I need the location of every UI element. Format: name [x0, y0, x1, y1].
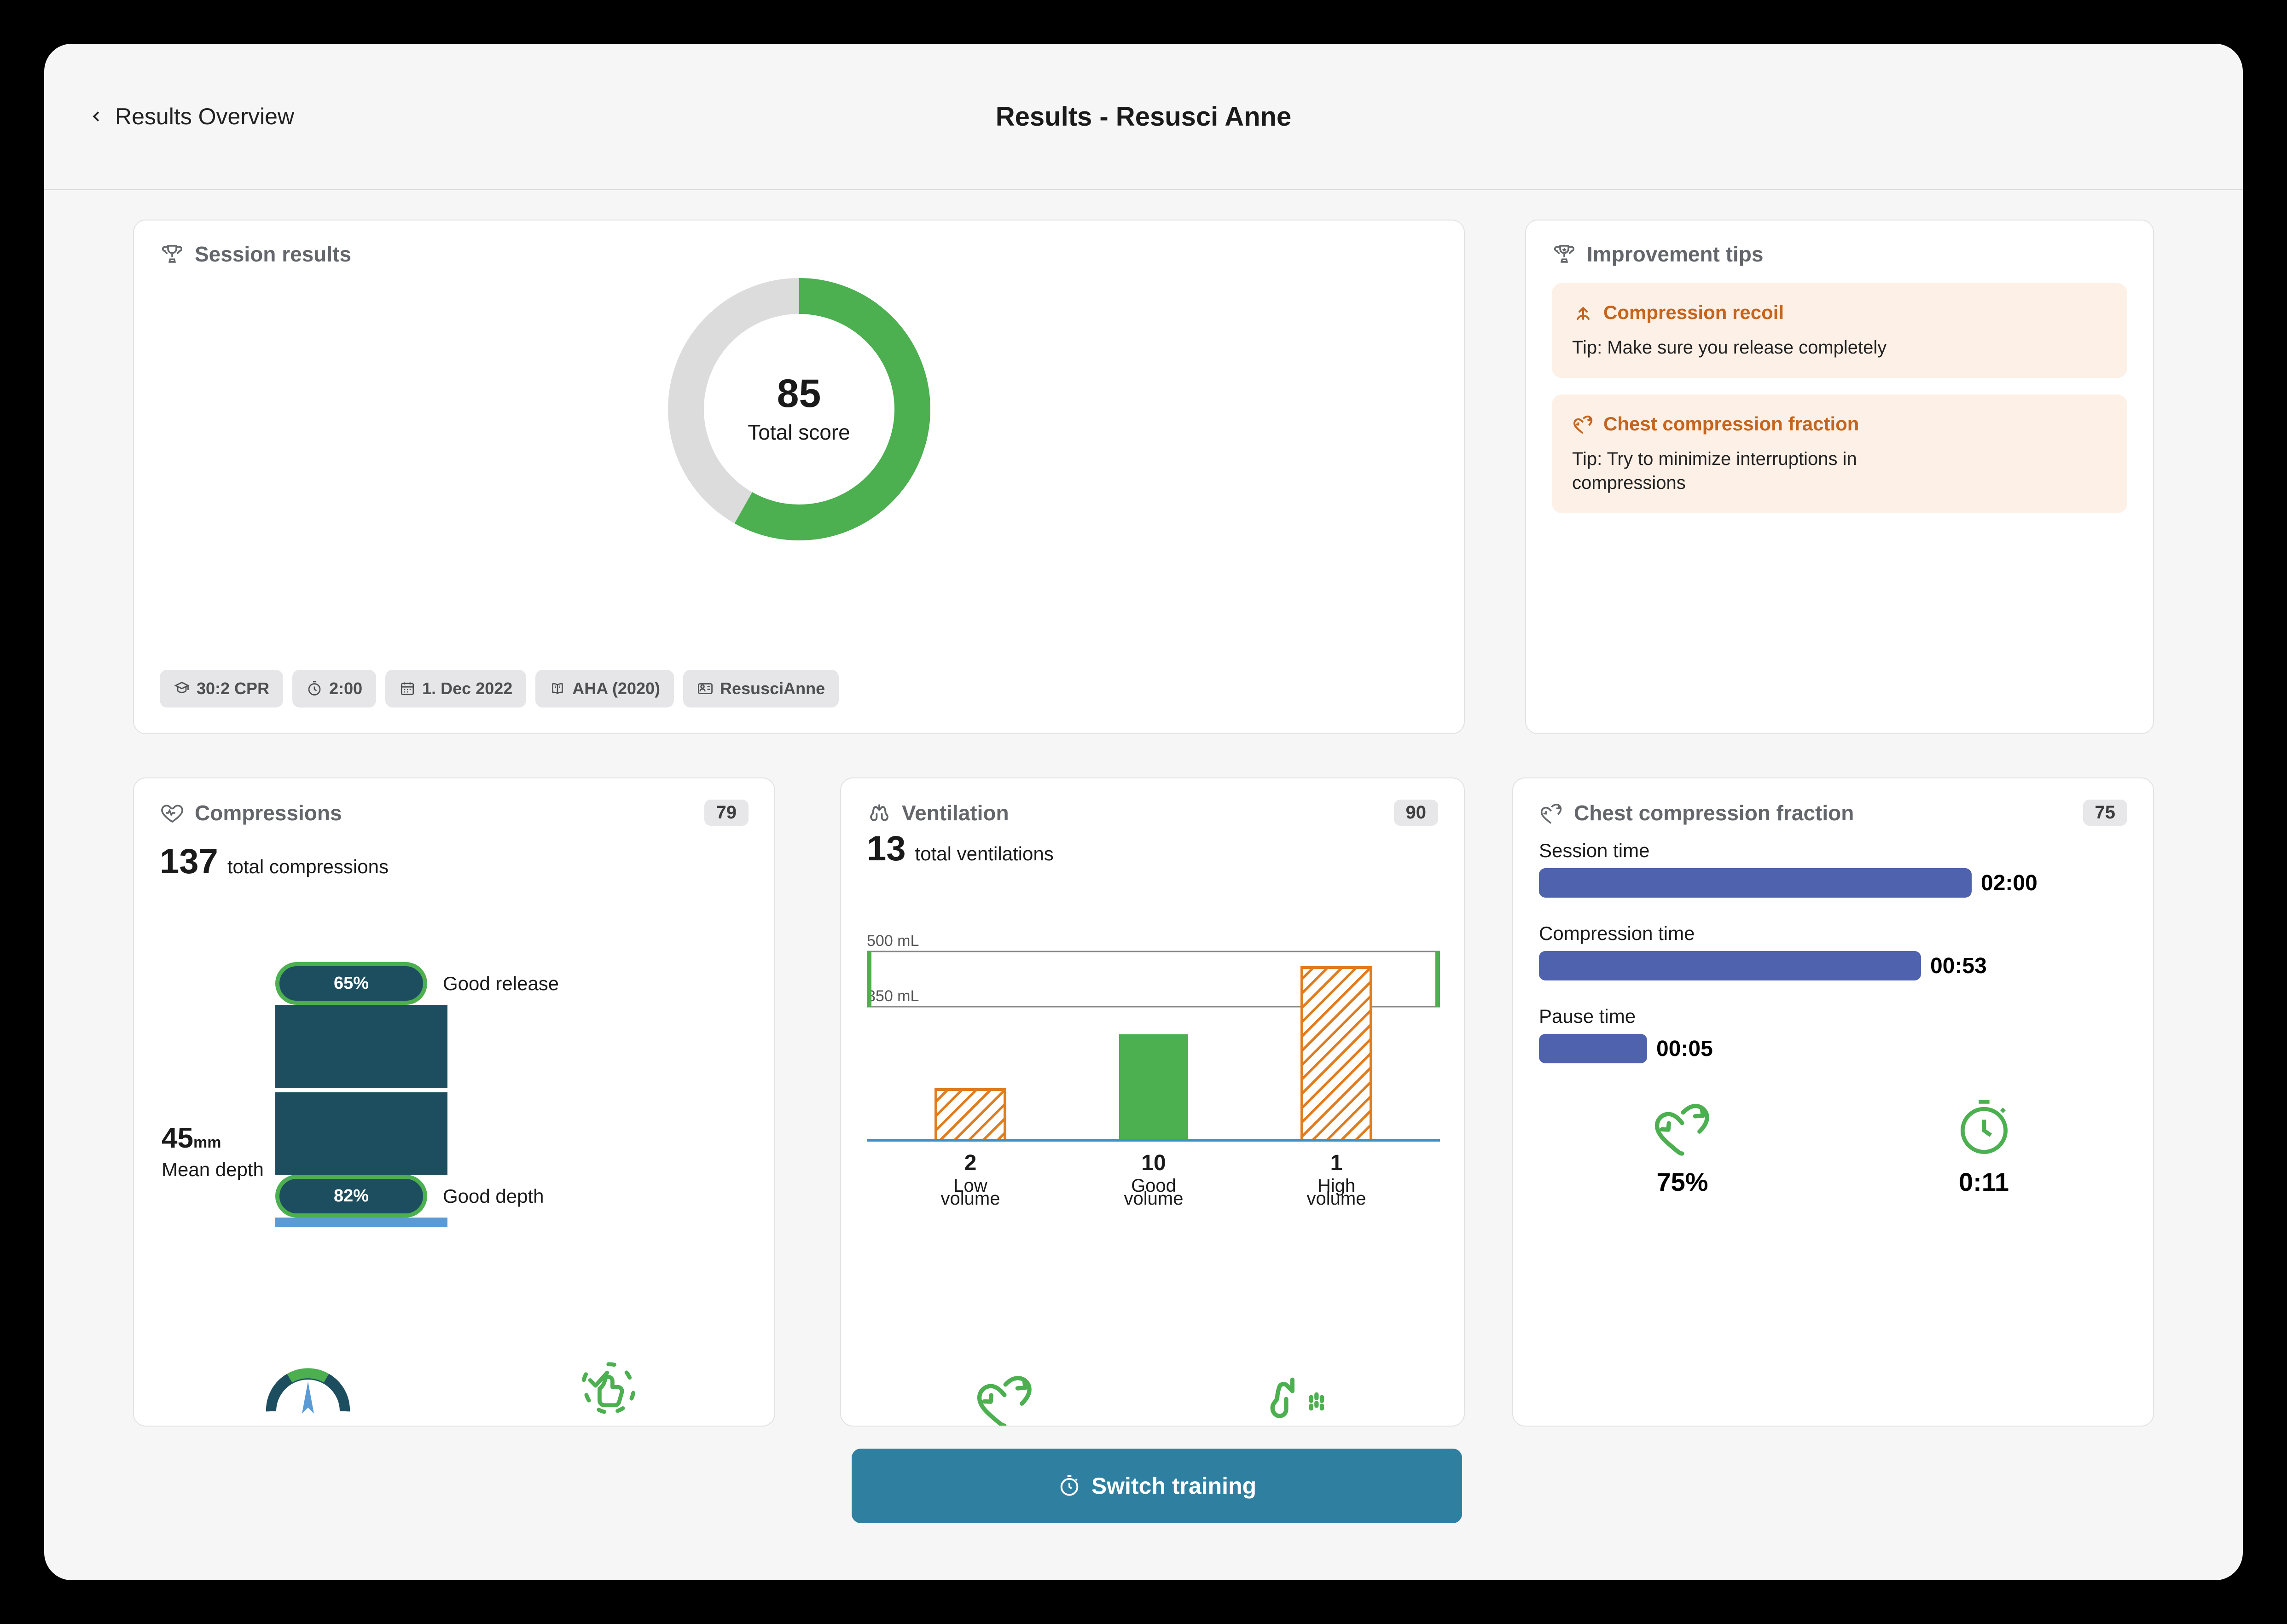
svg-text:2: 2 [964, 1151, 977, 1175]
svg-text:volume: volume [1307, 1189, 1366, 1205]
svg-text:1: 1 [1330, 1151, 1343, 1175]
svg-text:volume: volume [941, 1189, 1000, 1205]
svg-text:volume: volume [1124, 1189, 1184, 1205]
svg-text:10: 10 [1141, 1151, 1166, 1175]
svg-text:350 mL: 350 mL [867, 987, 919, 1005]
svg-text:500 mL: 500 mL [867, 932, 919, 950]
